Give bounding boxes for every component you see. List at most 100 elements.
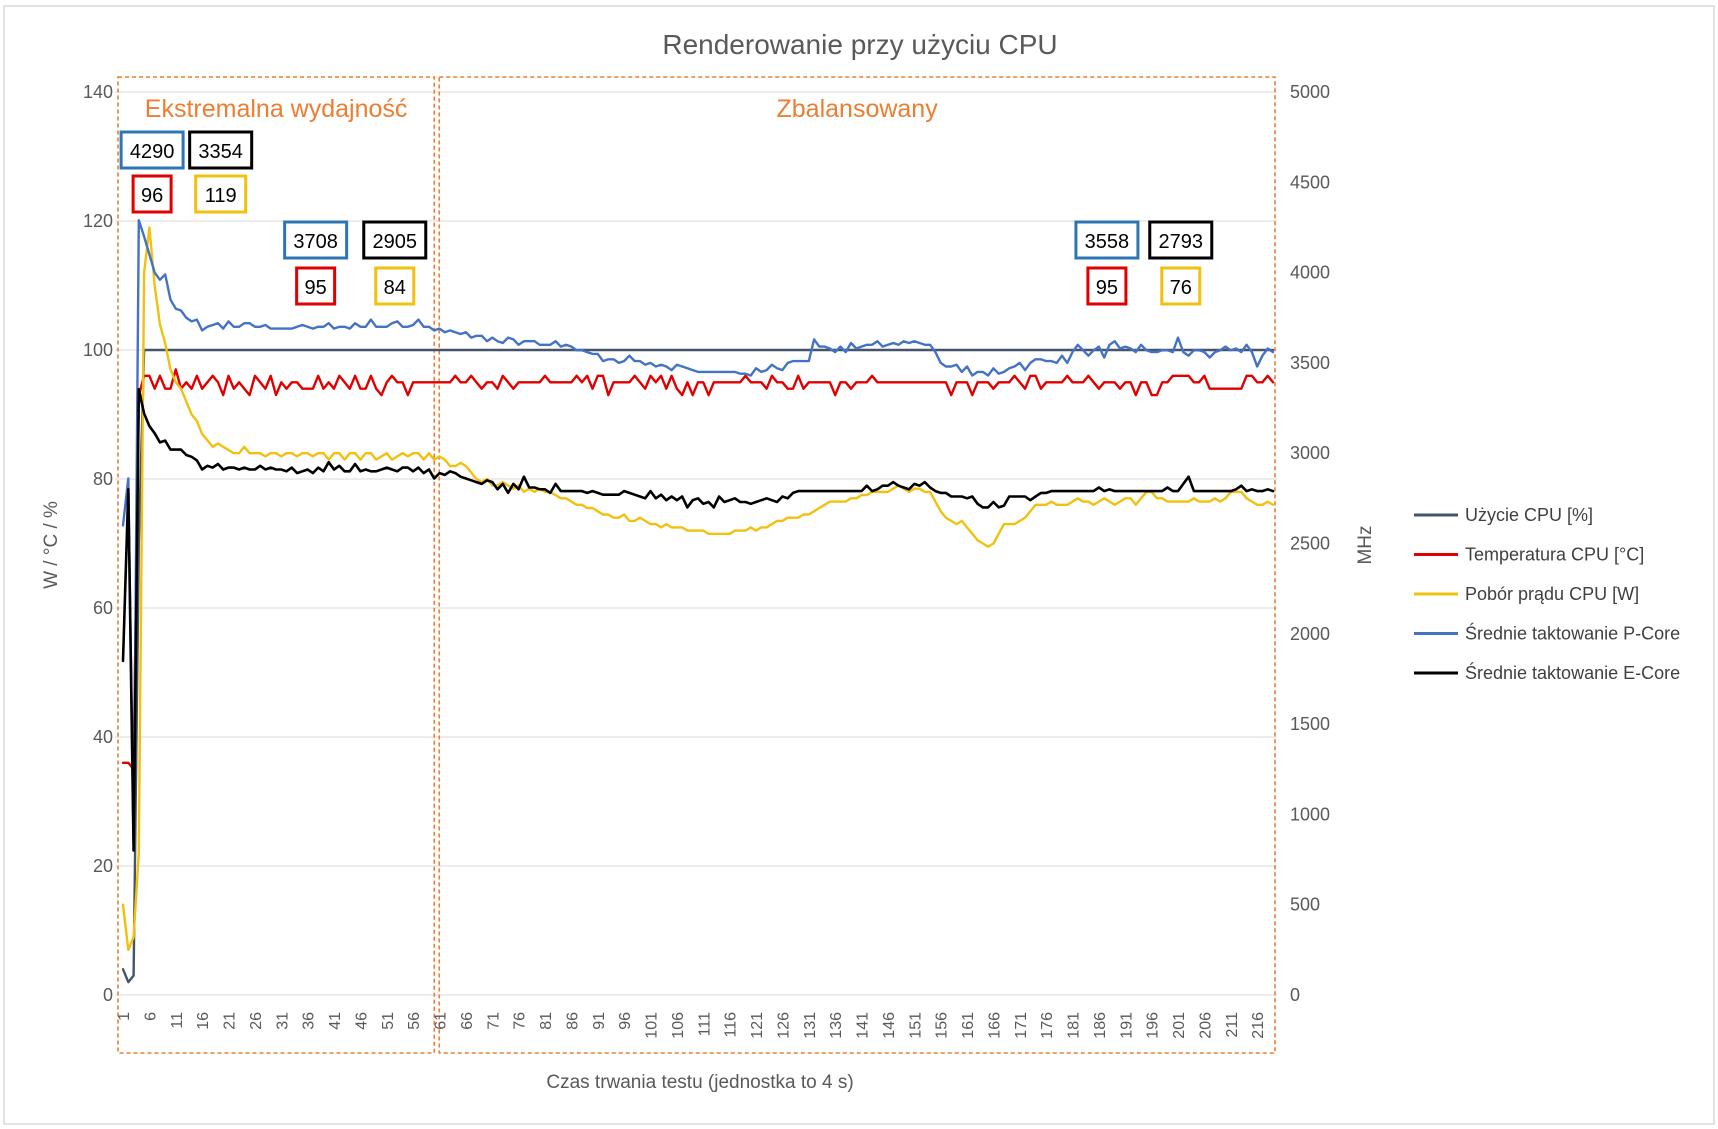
x-tick-label: 91 [591, 1012, 608, 1030]
x-tick-label: 171 [1013, 1012, 1030, 1039]
x-tick-label: 11 [169, 1012, 186, 1029]
y-right-tick-label: 3500 [1290, 353, 1330, 373]
x-tick-label: 61 [433, 1012, 450, 1030]
annotation-box: 96 [131, 174, 173, 214]
x-tick-label: 71 [485, 1012, 502, 1030]
y-left-tick-label: 140 [83, 82, 113, 102]
x-tick-label: 26 [248, 1012, 265, 1030]
legend: Użycie CPU [%] Temperatura CPU [°C] Pobór … [1414, 505, 1680, 683]
x-tick-label: 56 [406, 1012, 423, 1030]
x-tick-label: 96 [617, 1012, 634, 1030]
annotation-value: 119 [205, 185, 237, 207]
x-tick-label: 21 [222, 1012, 239, 1030]
chart-title: Renderowanie przy użyciu CPU [662, 29, 1057, 60]
x-tick-label: 216 [1250, 1012, 1267, 1039]
x-tick-label: 151 [907, 1012, 924, 1039]
regions: Ekstremalna wydajność Zbalansowany [117, 76, 1276, 1054]
x-tick-label: 196 [1145, 1012, 1162, 1039]
annotations: 4290 3354 96 119 3708 2905 95 84 3558 2793 95 76 [119, 130, 1214, 306]
x-tick-label: 36 [301, 1012, 318, 1030]
x-tick-label: 46 [353, 1012, 370, 1030]
legend-entry: Średnie taktowanie P-Core [1465, 623, 1680, 644]
x-tick-label: 181 [1066, 1012, 1083, 1039]
annotation-box: 84 [374, 266, 416, 306]
y-left-tick-label: 20 [93, 856, 113, 876]
legend-entry: Temperatura CPU [°C] [1465, 545, 1644, 565]
y-right-tick-label: 2000 [1290, 624, 1330, 644]
x-axis-label: Czas trwania testu (jednostka to 4 s) [546, 1072, 853, 1093]
annotation-frame [1074, 220, 1140, 260]
annotation-value: 3708 [293, 231, 338, 253]
x-tick-label: 121 [749, 1012, 766, 1039]
annotation-frame [131, 174, 173, 214]
series-line [121, 219, 1275, 845]
y-right-tick-label: 3000 [1290, 443, 1330, 463]
y-left-axis-label: W / °C / % [41, 501, 62, 589]
x-tick-label: 131 [802, 1012, 819, 1039]
annotation-box: 2905 [362, 220, 428, 260]
annotation-value: 4290 [130, 141, 175, 163]
y-right-tick-label: 4500 [1290, 172, 1330, 192]
y-left-tick-label: 60 [93, 598, 113, 618]
x-tick-label: 76 [512, 1012, 529, 1030]
annotation-box: 3354 [188, 130, 254, 170]
x-tick-label: 66 [459, 1012, 476, 1030]
x-tick-label: 101 [644, 1012, 661, 1039]
annotation-value: 76 [1170, 277, 1192, 299]
annotation-box: 95 [1086, 266, 1128, 306]
x-tick-label: 41 [327, 1012, 344, 1030]
annotation-frame [194, 174, 248, 214]
annotation-value: 96 [141, 185, 163, 207]
x-tick-label: 116 [723, 1012, 740, 1038]
x-tick-label: 176 [1039, 1012, 1056, 1039]
y-left-tick-label: 80 [93, 469, 113, 489]
x-tick-label: 81 [538, 1012, 555, 1030]
y-left-tick-label: 0 [103, 985, 113, 1005]
x-tick-label: 201 [1171, 1012, 1188, 1039]
y-left-tick-label: 120 [83, 211, 113, 231]
x-tick-label: 126 [775, 1012, 792, 1039]
annotation-box: 95 [295, 266, 337, 306]
legend-entry: Pobór prądu CPU [W] [1465, 584, 1639, 604]
series-line [121, 368, 1275, 771]
chart-border [3, 5, 1715, 1125]
annotation-value: 95 [305, 277, 327, 299]
x-tick-label: 186 [1092, 1012, 1109, 1039]
y-right-tick-label: 5000 [1290, 82, 1330, 102]
annotation-box: 3558 [1074, 220, 1140, 260]
annotation-frame [362, 220, 428, 260]
annotation-value: 84 [384, 277, 406, 299]
annotation-frame [1160, 266, 1202, 306]
region-box [438, 76, 1276, 1054]
x-tick-label: 166 [986, 1012, 1003, 1039]
x-tick-label: 156 [934, 1012, 951, 1039]
annotation-value: 2905 [373, 231, 418, 253]
x-tick-label: 111 [696, 1012, 713, 1036]
annotation-box: 3708 [283, 220, 349, 260]
legend-entry: Średnie taktowanie E-Core [1465, 662, 1680, 683]
series-line [121, 388, 1275, 852]
series-line [121, 348, 1275, 984]
annotation-value: 2793 [1159, 231, 1204, 253]
axes: 0 20 40 60 80 100 120 140 0 500 1000 1500 2000 2500 30… [83, 82, 1330, 1039]
annotation-frame [283, 220, 349, 260]
series-line [121, 226, 1275, 952]
annotation-frame [374, 266, 416, 306]
y-right-tick-label: 500 [1290, 895, 1320, 915]
annotation-frame [119, 130, 185, 170]
annotation-box: 76 [1160, 266, 1202, 306]
x-tick-label: 106 [670, 1012, 687, 1039]
annotation-frame [1148, 220, 1214, 260]
annotation-frame [1086, 266, 1128, 306]
x-tick-label: 206 [1197, 1012, 1214, 1039]
x-tick-label: 141 [855, 1012, 872, 1039]
annotation-value: 95 [1096, 277, 1118, 299]
x-tick-label: 146 [881, 1012, 898, 1039]
annotation-value: 3558 [1085, 231, 1130, 253]
legend-entry: Użycie CPU [%] [1465, 505, 1593, 525]
x-tick-label: 6 [142, 1012, 159, 1021]
x-tick-label: 31 [274, 1012, 291, 1030]
y-right-tick-label: 2500 [1290, 534, 1330, 554]
